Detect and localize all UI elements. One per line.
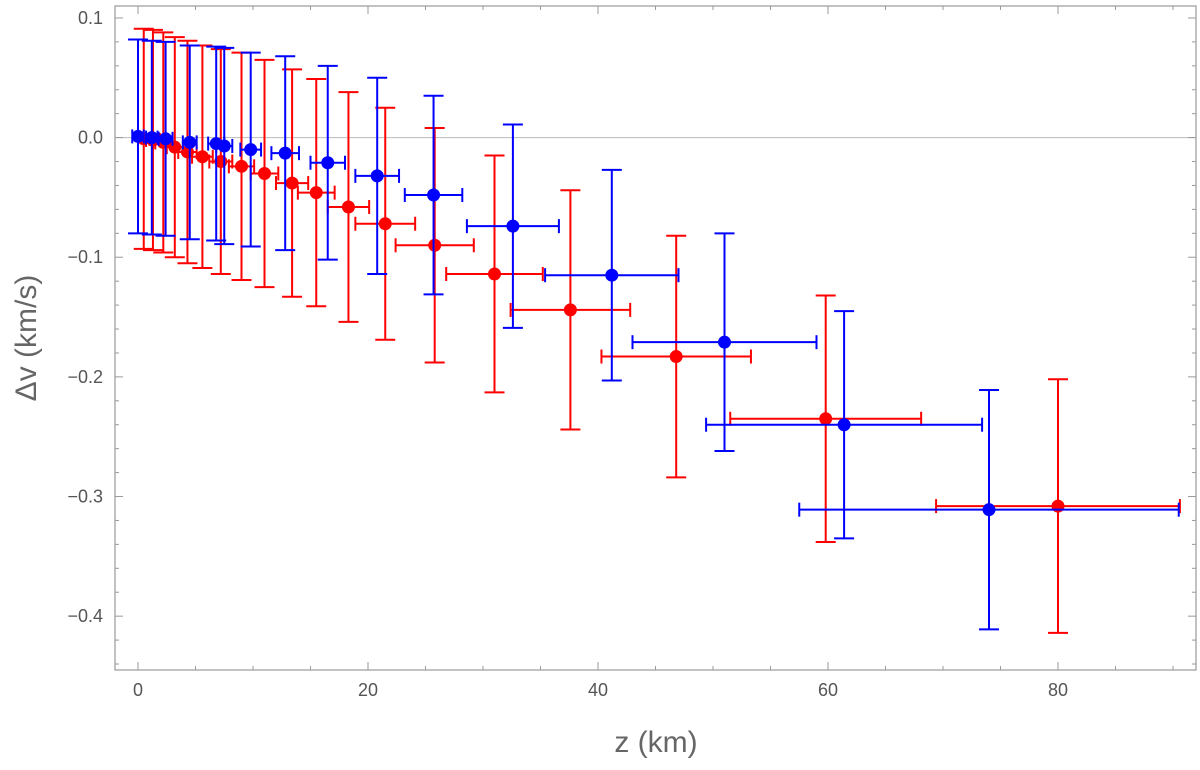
series-1 <box>128 38 1180 631</box>
data-point <box>244 143 258 157</box>
axis-ticks <box>115 6 1196 670</box>
y-axis-title: Δv (km/s) <box>10 275 43 402</box>
data-point <box>145 131 159 145</box>
data-point <box>235 159 248 173</box>
y-tick-label: 0.1 <box>78 8 103 28</box>
data-point <box>278 146 292 160</box>
data-point <box>506 219 520 233</box>
data-point <box>159 132 173 146</box>
y-tick-label: −0.4 <box>67 606 103 626</box>
x-tick-label: 20 <box>358 680 378 700</box>
data-point <box>217 139 231 153</box>
data-point <box>341 200 355 214</box>
x-axis-title: z (km) <box>614 726 697 759</box>
data-point <box>605 268 619 282</box>
plot-frame <box>114 5 1197 671</box>
y-tick-labels: 0.1 0.0 −0.1 −0.2 −0.3 −0.4 <box>67 8 103 626</box>
y-tick-label: −0.1 <box>67 247 103 267</box>
data-point <box>427 188 441 202</box>
data-point <box>718 335 731 349</box>
data-point <box>183 135 197 149</box>
data-point <box>131 129 145 143</box>
x-tick-label: 40 <box>588 680 608 700</box>
data-point <box>309 186 323 200</box>
x-tick-label: 0 <box>133 680 143 700</box>
data-series <box>128 27 1181 634</box>
data-point <box>285 176 299 190</box>
data-point <box>321 156 335 170</box>
y-tick-label: 0.0 <box>78 128 103 148</box>
data-point <box>982 503 996 517</box>
x-tick-label: 60 <box>818 680 838 700</box>
data-point <box>428 238 442 252</box>
data-point <box>258 166 271 180</box>
data-point <box>563 303 577 317</box>
data-point <box>669 350 683 364</box>
data-point <box>488 267 501 281</box>
x-tick-labels: 0 20 40 60 80 <box>133 680 1068 700</box>
series-0 <box>133 27 1181 634</box>
data-point <box>837 418 851 432</box>
data-point <box>370 169 384 183</box>
x-tick-label: 80 <box>1048 680 1068 700</box>
y-tick-label: −0.2 <box>67 367 103 387</box>
y-tick-label: −0.3 <box>67 487 103 507</box>
data-point <box>378 217 392 231</box>
data-point <box>195 150 209 164</box>
data-point <box>819 412 833 426</box>
